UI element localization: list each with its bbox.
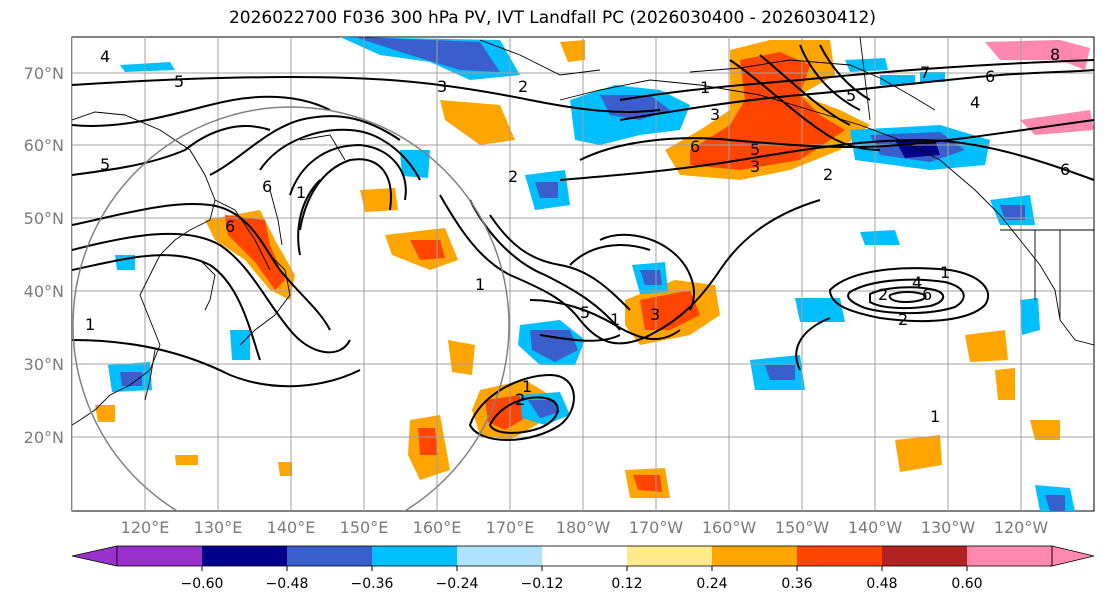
contour-label: 1 <box>522 377 532 396</box>
contour-label: 2 <box>898 310 908 329</box>
contour-label: 6 <box>690 137 700 156</box>
lon-label: 140°W <box>848 518 903 537</box>
contour-label: 1 <box>610 310 620 329</box>
colorbar-tick-label: −0.48 <box>266 576 309 592</box>
colorbar-bin <box>287 546 372 566</box>
longitude-labels: 120°E 130°E 140°E 150°E 160°E 170°E 180°… <box>121 518 1049 537</box>
contour-label: 2 <box>878 285 888 304</box>
contour-label: 6 <box>922 285 932 304</box>
lat-label: 30°N <box>24 355 64 374</box>
lat-label: 20°N <box>24 428 64 447</box>
colorbar-bin <box>882 546 967 566</box>
colorbar-bin <box>372 546 457 566</box>
lon-label: 140°E <box>267 518 316 537</box>
colorbar-bin <box>712 546 797 566</box>
contour-label: 1 <box>700 78 710 97</box>
lat-label: 60°N <box>24 136 64 155</box>
contour-label: 8 <box>1050 45 1060 64</box>
contour-label: 1 <box>85 315 95 334</box>
lat-label: 70°N <box>24 64 64 83</box>
colorbar-tick-label: −0.36 <box>351 576 394 592</box>
colorbar-bin <box>117 546 202 566</box>
colorbar-tick-label: −0.12 <box>521 576 564 592</box>
contour-label: 4 <box>970 93 980 112</box>
contour-label: 1 <box>930 407 940 426</box>
contour-label: 5 <box>750 140 760 159</box>
contour-label: 7 <box>920 63 930 82</box>
colorbar-tick-label: 0.36 <box>781 576 812 592</box>
contour-label: 2 <box>518 77 528 96</box>
contour-label: 5 <box>846 86 856 105</box>
colorbar-tick-label: 0.60 <box>951 576 982 592</box>
lon-label: 130°E <box>194 518 243 537</box>
colorbar-bin <box>967 546 1052 566</box>
contour-label: 2 <box>823 165 833 184</box>
contour-label: 1 <box>296 183 306 202</box>
lon-label: 120°W <box>994 518 1049 537</box>
colorbar-tick-label: 0.24 <box>696 576 727 592</box>
lon-label: 130°W <box>921 518 976 537</box>
lon-label: 120°E <box>121 518 170 537</box>
contour-label: 3 <box>437 77 447 96</box>
lat-label: 40°N <box>24 282 64 301</box>
map-title: 2026022700 F036 300 hPa PV, IVT Landfall… <box>228 8 876 28</box>
colorbar-tick-label: 0.48 <box>866 576 897 592</box>
pv-contours <box>72 44 1094 441</box>
colorbar-extend-low <box>71 545 118 567</box>
colorbar-tick-label: 0.12 <box>611 576 642 592</box>
lon-label: 180°W <box>556 518 611 537</box>
contour-label: 1 <box>475 275 485 294</box>
colorbar-tick-label: −0.60 <box>181 576 224 592</box>
contour-label: 5 <box>100 155 110 174</box>
contour-label: 5 <box>580 303 590 322</box>
contour-label: 1 <box>940 263 950 282</box>
contour-label: 2 <box>515 390 525 409</box>
contour-label: 4 <box>912 273 922 292</box>
colorbar-bin <box>457 546 542 566</box>
colorbar-bin <box>797 546 882 566</box>
contour-label: 6 <box>1060 160 1070 179</box>
latitude-labels: 70°N 60°N 50°N 40°N 30°N 20°N <box>24 64 64 447</box>
contour-label: 5 <box>174 72 184 91</box>
colorbar-bin <box>202 546 287 566</box>
range-circle <box>72 106 510 511</box>
contour-label: 4 <box>100 47 110 66</box>
contour-label: 6 <box>225 217 235 236</box>
contour-label: 6 <box>262 177 272 196</box>
contour-label: 2 <box>508 167 518 186</box>
graticule <box>72 37 1094 511</box>
lat-label: 50°N <box>24 209 64 228</box>
contour-label: 3 <box>750 157 760 176</box>
lon-label: 170°E <box>486 518 535 537</box>
lon-label: 160°W <box>702 518 757 537</box>
lon-label: 150°W <box>775 518 830 537</box>
contour-label: 3 <box>710 105 720 124</box>
lon-label: 150°E <box>340 518 389 537</box>
contour-label: 6 <box>985 67 995 86</box>
colorbar-bin <box>627 546 712 566</box>
lon-label: 170°W <box>629 518 684 537</box>
colorbar: −0.60 −0.48 −0.36 −0.24 −0.12 0.12 0.24 … <box>71 545 1095 592</box>
contour-labels: 4 5 5 1 3 2 1 5 7 6 8 4 6 3 2 6 5 3 1 5 … <box>85 45 1070 426</box>
colorbar-tick-label: −0.24 <box>436 576 479 592</box>
colorbar-extend-high <box>1051 545 1095 567</box>
colorbar-bin <box>542 546 627 566</box>
contour-label: 3 <box>650 305 660 324</box>
lon-label: 160°E <box>413 518 462 537</box>
